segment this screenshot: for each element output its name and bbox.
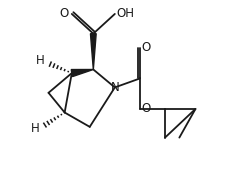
Polygon shape — [91, 34, 96, 70]
Text: O: O — [142, 41, 151, 54]
Text: H: H — [31, 122, 40, 135]
Text: N: N — [111, 81, 120, 94]
Text: H: H — [36, 54, 45, 67]
Text: O: O — [59, 7, 68, 19]
Text: OH: OH — [117, 7, 135, 19]
Text: O: O — [142, 102, 151, 115]
Polygon shape — [71, 70, 93, 77]
